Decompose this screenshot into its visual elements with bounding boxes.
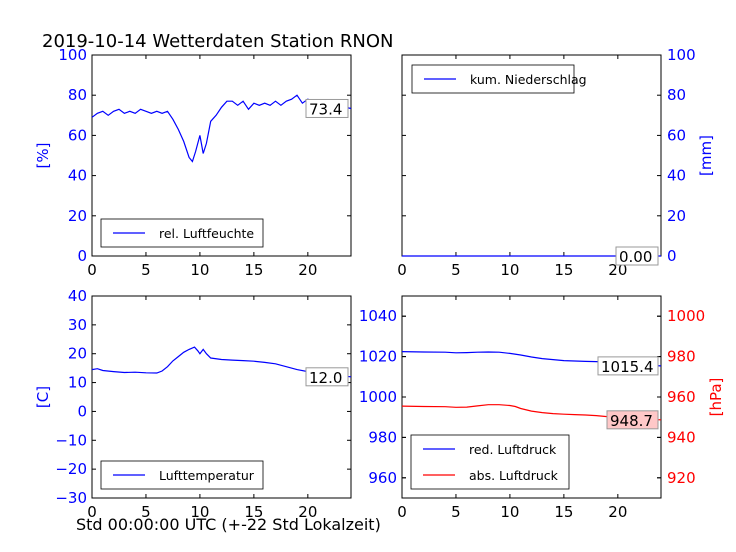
x-tick-label: 5 xyxy=(141,503,151,521)
x-tick-label: 10 xyxy=(190,503,209,521)
y-tick-label: 20 xyxy=(667,207,686,225)
legend-label: abs. Luftdruck xyxy=(469,468,559,483)
x-tick-label: 20 xyxy=(298,261,317,279)
value-label: 0.00 xyxy=(619,248,652,266)
figure-title: 2019-10-14 Wetterdaten Station RNON xyxy=(42,31,394,52)
y-tick-label: 20 xyxy=(68,345,87,363)
x-tick-label: 10 xyxy=(500,503,519,521)
value-label: 12.0 xyxy=(309,369,342,387)
value-label: 948.7 xyxy=(610,412,653,430)
legend-label: Lufttemperatur xyxy=(159,468,255,483)
x-tick-label: 15 xyxy=(244,503,263,521)
humidity-panel: 0 5 10 15 20 0 20 40 60 80 100 [%] 73.4 rel. Luftfeuc… xyxy=(34,46,352,279)
y-tick-label: 920 xyxy=(667,469,696,487)
value-label-box xyxy=(597,356,659,376)
y-tick-label: −30 xyxy=(55,489,87,507)
x-tick-label: 20 xyxy=(298,503,317,521)
y-tick-label: 0 xyxy=(667,247,677,265)
temperature-panel: 0 5 10 15 20 −30 −20 −10 0 10 20 30 40 [C] 12.0 Lufttem… xyxy=(34,287,352,521)
y-tick-label: 0 xyxy=(77,247,87,265)
y-axis-label: [%] xyxy=(34,143,52,169)
x-tick-label: 15 xyxy=(554,503,573,521)
y-tick-label: 1020 xyxy=(359,348,397,366)
y-tick-label: 80 xyxy=(667,86,686,104)
y-tick-label: 1040 xyxy=(359,307,397,325)
y-tick-label: 100 xyxy=(58,46,87,64)
x-tick-label: 20 xyxy=(608,503,627,521)
y-tick-label: 20 xyxy=(68,207,87,225)
y-axis-label: [hPa] xyxy=(707,378,725,417)
x-tick-label: 5 xyxy=(451,503,461,521)
value-label-box xyxy=(305,367,349,387)
y-tick-label: 80 xyxy=(68,86,87,104)
x-tick-label: 10 xyxy=(190,261,209,279)
y-tick-label: 60 xyxy=(667,126,686,144)
y-tick-label: 960 xyxy=(667,388,696,406)
y-tick-label: 980 xyxy=(667,348,696,366)
x-tick-label: 15 xyxy=(244,261,263,279)
y-tick-label: 0 xyxy=(77,402,87,420)
x-tick-label: 10 xyxy=(500,261,519,279)
y-tick-label: 960 xyxy=(368,469,397,487)
y-tick-label: 40 xyxy=(68,167,87,185)
legend-box xyxy=(410,434,570,490)
y-tick-label: 30 xyxy=(68,316,87,334)
x-tick-label: 15 xyxy=(554,261,573,279)
y-tick-label: 40 xyxy=(68,287,87,305)
legend-label: red. Luftdruck xyxy=(469,442,557,457)
x-tick-label: 5 xyxy=(141,261,151,279)
value-label: 73.4 xyxy=(309,100,342,118)
x-tick-label: 0 xyxy=(397,503,407,521)
x-tick-label: 0 xyxy=(87,261,97,279)
figure-xlabel: Std 00:00:00 UTC (+-22 Std Lokalzeit) xyxy=(76,515,381,534)
x-tick-label: 5 xyxy=(451,261,461,279)
y-tick-label: 1000 xyxy=(667,307,705,325)
y-tick-label: 980 xyxy=(368,428,397,446)
y-tick-label: 100 xyxy=(667,46,696,64)
series-line-lufttemperatur xyxy=(91,346,352,378)
x-tick-label: 0 xyxy=(397,261,407,279)
y-tick-label: 40 xyxy=(667,167,686,185)
y-axis-label: [C] xyxy=(34,386,52,408)
y-tick-label: 940 xyxy=(667,428,696,446)
value-label-box xyxy=(606,410,659,430)
y-axis-label: [mm] xyxy=(697,135,715,176)
y-tick-label: −20 xyxy=(55,460,87,478)
y-tick-label: −10 xyxy=(55,431,87,449)
legend-label: kum. Niederschlag xyxy=(470,72,587,87)
y-tick-label: 60 xyxy=(68,126,87,144)
value-label-box xyxy=(305,98,349,118)
y-tick-label: 10 xyxy=(68,374,87,392)
value-label-box xyxy=(615,246,659,266)
legend-label: rel. Luftfeuchte xyxy=(159,226,254,241)
y-tick-label: 1000 xyxy=(359,388,397,406)
legend-box xyxy=(100,218,264,248)
x-tick-label: 0 xyxy=(87,503,97,521)
pressure-panel: 0 5 10 15 20 960 980 1000 1020 1040 920 940 960 980 10… xyxy=(359,295,725,521)
value-label: 1015.4 xyxy=(601,358,654,376)
